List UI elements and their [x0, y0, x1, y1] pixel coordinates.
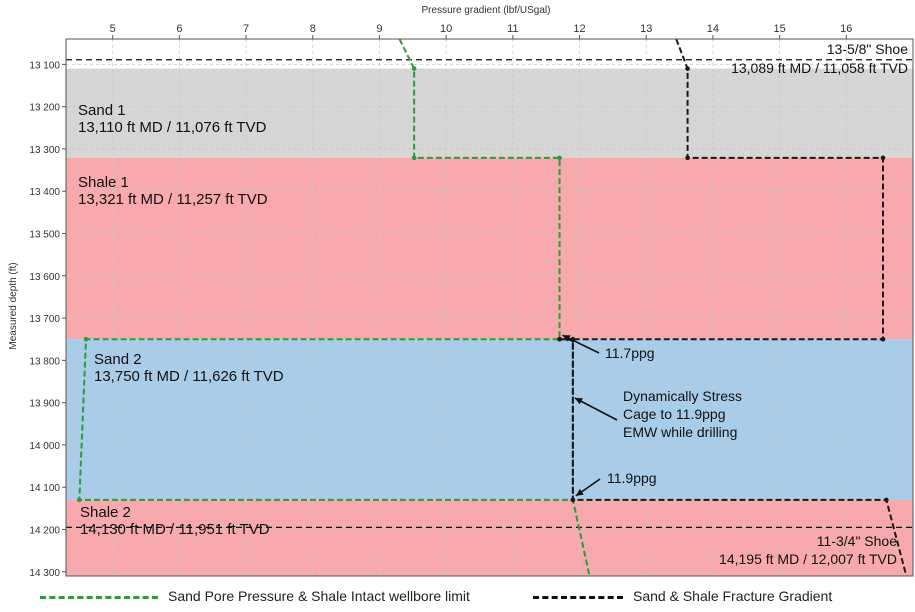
series-point	[411, 155, 417, 161]
zone-band-3	[66, 339, 913, 500]
shoe-title: 13-5/8" Shoe	[826, 41, 908, 57]
y-tick-label: 13 800	[29, 356, 60, 367]
y-tick-label: 13 900	[29, 399, 60, 410]
y-tick-label: 13 100	[29, 60, 60, 71]
legend-item-fracture-gradient: Sand & Shale Fracture Gradient	[533, 588, 832, 604]
zone-title: Shale 1	[78, 174, 129, 191]
zone-band-4	[66, 499, 913, 576]
zone-shale-2-label: Shale 2 14,130 ft MD / 11,951 ft TVD	[80, 504, 270, 538]
annotation-stress-cage: Dynamically Stress Cage to 11.9ppg EMW w…	[623, 387, 742, 441]
legend-label: Sand & Shale Fracture Gradient	[633, 588, 833, 604]
x-tick-label: 6	[176, 23, 182, 35]
x-tick-label: 15	[773, 23, 785, 35]
zone-title: Sand 2	[94, 351, 142, 368]
legend-label: Sand Pore Pressure & Shale Intact wellbo…	[168, 588, 470, 604]
zone-sand-2-label: Sand 2 13,750 ft MD / 11,626 ft TVD	[94, 351, 284, 385]
y-tick-label: 14 200	[29, 525, 60, 536]
zone-band-1	[66, 68, 913, 158]
x-tick-label: 11	[507, 23, 518, 35]
annotation-line: Cage to 11.9ppg	[623, 406, 726, 422]
annotation-line: EMW while drilling	[623, 424, 738, 440]
y-tick-label: 14 000	[29, 441, 60, 452]
x-tick-label: 5	[110, 23, 116, 35]
y-axis-title: Measured depth (ft)	[8, 262, 19, 349]
series-point	[685, 66, 690, 71]
series-point	[880, 336, 886, 342]
zone-shale-1-label: Shale 1 13,321 ft MD / 11,257 ft TVD	[78, 174, 268, 208]
zone-band-2	[66, 157, 913, 340]
zone-detail: 13,321 ft MD / 11,257 ft TVD	[78, 191, 268, 208]
x-tick-label: 12	[573, 23, 585, 35]
series-point	[557, 155, 562, 161]
casing-shoes	[66, 59, 913, 529]
arrow-stress-cage	[574, 397, 618, 421]
arrow-11-7ppg-head	[562, 335, 571, 342]
y-tick-label: 13 600	[29, 272, 60, 283]
series-point	[83, 336, 89, 342]
y-tick-label: 13 700	[29, 314, 60, 325]
x-tick-label: 9	[376, 23, 382, 35]
y-tick-label: 13 400	[29, 187, 60, 198]
series-point	[411, 66, 417, 71]
arrow-stress-cage-head	[574, 398, 583, 405]
annotation-line: Dynamically Stress	[623, 388, 743, 404]
annotation-11-7ppg: 11.7ppg	[605, 345, 655, 361]
shoe-lower-label: 11-3/4" Shoe 14,195 ft MD / 12,007 ft TV…	[719, 532, 897, 568]
legend-swatch-black	[533, 595, 623, 599]
x-axis-title: Pressure gradient (lbf/USgal)	[422, 5, 551, 16]
y-tick-label: 13 200	[29, 103, 60, 114]
series-point	[880, 155, 886, 161]
series-point	[77, 497, 82, 503]
y-tick-label: 13 500	[29, 230, 60, 241]
arrow-11-9ppg-head	[575, 488, 584, 496]
shoe-detail: 13,089 ft MD / 11,058 ft TVD	[731, 60, 908, 76]
x-tick-label: 10	[440, 23, 452, 35]
lithology-zones	[66, 39, 913, 576]
y-tick-label: 14 300	[29, 568, 60, 579]
chart-legend: Sand Pore Pressure & Shale Intact wellbo…	[0, 584, 915, 610]
x-tick-label: 13	[640, 23, 652, 35]
zone-detail: 14,130 ft MD / 11,951 ft TVD	[80, 521, 270, 538]
annotation-arrows	[562, 334, 618, 497]
shoe-title: 11-3/4" Shoe	[816, 533, 897, 549]
series-line-2	[559, 38, 908, 577]
series-point	[685, 155, 690, 161]
zone-title: Sand 1	[78, 102, 126, 119]
x-tick-label: 14	[707, 23, 719, 35]
zone-detail: 13,750 ft MD / 11,626 ft TVD	[94, 368, 284, 385]
zone-sand-1-label: Sand 1 13,110 ft MD / 11,076 ft TVD	[78, 102, 266, 136]
x-tick-label: 7	[243, 23, 249, 35]
plot-frame	[65, 38, 914, 577]
y-tick-label: 13 300	[29, 145, 60, 156]
legend-item-pore-pressure: Sand Pore Pressure & Shale Intact wellbo…	[40, 588, 470, 604]
annotation-11-9ppg: 11.9ppg	[607, 470, 657, 486]
y-tick-label: 14 100	[29, 483, 60, 494]
x-tick-label: 8	[310, 23, 316, 35]
shoe-upper-label: 13-5/8" Shoe 13,089 ft MD / 11,058 ft TV…	[731, 40, 908, 78]
x-tick-label: 16	[840, 23, 852, 35]
shoe-detail: 14,195 ft MD / 12,007 ft TVD	[719, 551, 897, 567]
zone-title: Shale 2	[80, 504, 131, 521]
zone-detail: 13,110 ft MD / 11,076 ft TVD	[78, 119, 267, 136]
chart-axes: 5 6 7 8 9 10 11 12 13 14 15 16 13 100 13 200 13 300 13 …	[29, 23, 914, 579]
legend-swatch-green	[40, 595, 158, 599]
series-point	[884, 497, 889, 503]
